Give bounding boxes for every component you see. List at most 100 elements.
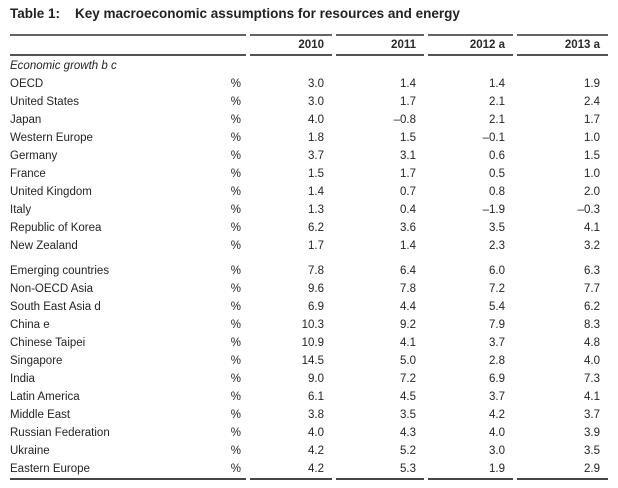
row-label-cell: Republic of Korea	[10, 222, 102, 234]
row-value-cell: 3.0	[308, 78, 324, 90]
row-unit-cell: %	[230, 186, 241, 198]
row-unit-cell: %	[230, 463, 241, 475]
table-row: Western Europe% 1.8 1.5 –0.1 1.0	[10, 129, 608, 147]
row-value-cell: 10.9	[301, 337, 324, 349]
row-value-cell: 1.7	[400, 168, 416, 180]
row-value-cell: 4.0	[308, 427, 324, 439]
bottom-rule-segment	[517, 478, 608, 480]
row-value-cell: 1.4	[400, 78, 416, 90]
row-value-cell: 6.9	[308, 301, 324, 313]
table-row: Japan% 4.0 –0.8 2.1 1.7	[10, 111, 608, 129]
row-value-cell: 2.4	[584, 96, 600, 108]
row-unit-cell: %	[230, 301, 241, 313]
header-year-2012: 2012 a	[428, 34, 513, 56]
row-value-cell: –0.3	[577, 204, 600, 216]
header-year-2010: 2010	[250, 34, 332, 56]
row-value-cell: 2.9	[584, 463, 600, 475]
row-value-cell: 0.6	[489, 150, 505, 162]
row-value-cell: 5.3	[400, 463, 416, 475]
row-unit-cell: %	[230, 373, 241, 385]
row-value-cell: 1.9	[584, 78, 600, 90]
row-value-cell: 9.2	[400, 319, 416, 331]
row-unit-cell: %	[230, 240, 241, 252]
row-label-cell: United Kingdom	[10, 186, 92, 198]
row-value-cell: 6.3	[584, 265, 600, 277]
row-label-cell: Ukraine	[10, 445, 50, 457]
spacer-cell	[10, 255, 608, 262]
row-unit-cell: %	[230, 319, 241, 331]
bottom-rule-segment	[250, 478, 332, 480]
row-value-cell: 5.0	[400, 355, 416, 367]
table-row: India% 9.0 7.2 6.9 7.3	[10, 370, 608, 388]
row-value-cell: –1.9	[482, 204, 505, 216]
header-empty-cell	[10, 34, 246, 56]
row-value-cell: 1.4	[308, 186, 324, 198]
table-row: France% 1.5 1.7 0.5 1.0	[10, 165, 608, 183]
row-value-cell: –0.8	[393, 114, 416, 126]
row-unit-cell: %	[230, 355, 241, 367]
row-unit-cell: %	[230, 114, 241, 126]
row-label-cell: Eastern Europe	[10, 463, 90, 475]
row-value-cell: 3.5	[400, 409, 416, 421]
table-row: Republic of Korea% 6.2 3.6 3.5 4.1	[10, 219, 608, 237]
row-value-cell: 7.8	[308, 265, 324, 277]
row-value-cell: 2.1	[489, 114, 505, 126]
table-row: United States% 3.0 1.7 2.1 2.4	[10, 93, 608, 111]
row-label-cell: Chinese Taipei	[10, 337, 86, 349]
row-value-cell: 1.9	[489, 463, 505, 475]
row-value-cell: 3.7	[584, 409, 600, 421]
row-label-cell: Emerging countries	[10, 265, 110, 277]
row-value-cell: 10.3	[301, 319, 324, 331]
row-unit-cell: %	[230, 132, 241, 144]
row-value-cell: 3.2	[584, 240, 600, 252]
row-value-cell: 3.8	[308, 409, 324, 421]
row-unit-cell: %	[230, 96, 241, 108]
row-value-cell: 2.3	[489, 240, 505, 252]
row-value-cell: 4.1	[584, 222, 600, 234]
table-row: Singapore% 14.5 5.0 2.8 4.0	[10, 352, 608, 370]
table-row: Chinese Taipei% 10.9 4.1 3.7 4.8	[10, 334, 608, 352]
table-row: United Kingdom% 1.4 0.7 0.8 2.0	[10, 183, 608, 201]
row-label-cell: India	[10, 373, 35, 385]
row-value-cell: 4.8	[584, 337, 600, 349]
table-row: Non-OECD Asia% 9.6 7.8 7.2 7.7	[10, 280, 608, 298]
bottom-rule-segment	[10, 478, 246, 480]
row-unit-cell: %	[230, 409, 241, 421]
row-label-cell: Latin America	[10, 391, 80, 403]
row-label-cell: China e	[10, 319, 50, 331]
row-value-cell: 3.1	[400, 150, 416, 162]
row-value-cell: 1.5	[400, 132, 416, 144]
row-value-cell: 9.6	[308, 283, 324, 295]
row-value-cell: 1.5	[584, 150, 600, 162]
row-value-cell: 3.6	[400, 222, 416, 234]
row-unit-cell: %	[230, 427, 241, 439]
table-row: Middle East% 3.8 3.5 4.2 3.7	[10, 406, 608, 424]
section-label: Economic growth b c	[10, 59, 117, 72]
row-value-cell: 1.8	[308, 132, 324, 144]
row-value-cell: 4.2	[489, 409, 505, 421]
row-unit-cell: %	[230, 391, 241, 403]
row-value-cell: 2.1	[489, 96, 505, 108]
row-value-cell: 1.7	[308, 240, 324, 252]
row-label-cell: Italy	[10, 204, 32, 216]
row-value-cell: 4.5	[400, 391, 416, 403]
row-label-cell: South East Asia d	[10, 301, 101, 313]
row-unit-cell: %	[230, 337, 241, 349]
table-row: Russian Federation% 4.0 4.3 4.0 3.9	[10, 424, 608, 442]
table-bottom-rule	[10, 478, 608, 480]
row-value-cell: 6.9	[489, 373, 505, 385]
row-value-cell: 4.1	[400, 337, 416, 349]
row-value-cell: 7.2	[489, 283, 505, 295]
row-label-cell: Russian Federation	[10, 427, 110, 439]
row-value-cell: 3.0	[489, 445, 505, 457]
table-row: OECD% 3.0 1.4 1.4 1.9	[10, 75, 608, 93]
row-value-cell: 4.0	[308, 114, 324, 126]
row-unit-cell: %	[230, 150, 241, 162]
row-label-cell: Western Europe	[10, 132, 93, 144]
row-unit-cell: %	[230, 168, 241, 180]
table-row: Latin America% 6.1 4.5 3.7 4.1	[10, 388, 608, 406]
row-value-cell: 4.2	[308, 463, 324, 475]
row-value-cell: 4.0	[489, 427, 505, 439]
row-value-cell: 2.8	[489, 355, 505, 367]
